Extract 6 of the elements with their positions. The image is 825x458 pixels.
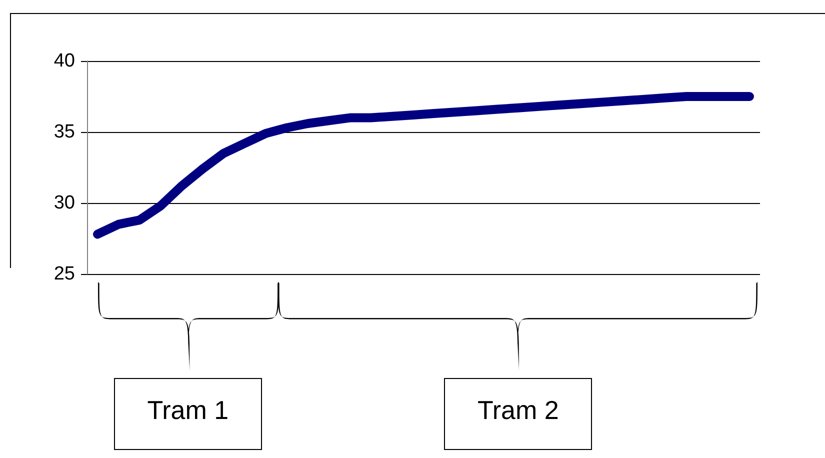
label-box: Tram 1 <box>114 378 262 450</box>
y-tick-label: 40 <box>54 50 75 72</box>
label-box: Tram 2 <box>444 378 592 450</box>
y-tick-label: 25 <box>54 264 75 284</box>
y-tick-label: 30 <box>54 192 75 214</box>
y-tick-label: 35 <box>54 122 75 142</box>
